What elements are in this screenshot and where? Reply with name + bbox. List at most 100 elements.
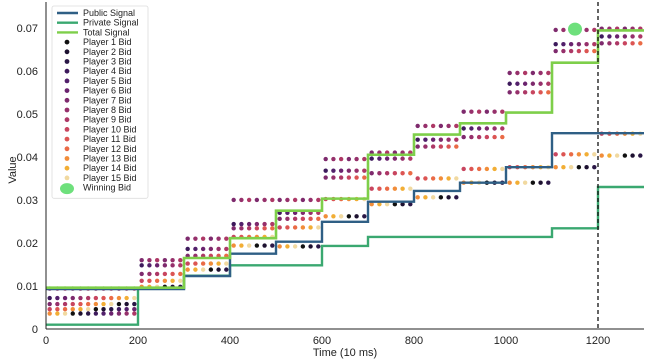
bid-dot — [231, 226, 236, 231]
bid-dot — [292, 225, 298, 230]
bid-dot — [316, 216, 321, 222]
legend-label: Player 9 Bid — [83, 115, 132, 125]
bid-dot — [538, 90, 543, 95]
bid-dot — [162, 271, 168, 277]
bid-dot — [109, 307, 114, 312]
bid-dot — [346, 168, 352, 173]
bid-dot — [101, 295, 106, 301]
bid-dot — [300, 197, 306, 203]
bid-dot — [461, 166, 466, 172]
legend-winning-swatch — [60, 183, 74, 195]
bid-dot — [492, 126, 497, 131]
bid-dot — [216, 246, 221, 252]
bid-dot — [208, 261, 214, 266]
bid-dot — [124, 301, 129, 307]
bid-dot — [415, 123, 420, 129]
bid-dot — [438, 137, 444, 142]
bid-dot — [469, 126, 474, 131]
bid-dot — [384, 186, 390, 191]
bid-dot — [254, 243, 260, 248]
bid-dot — [78, 301, 83, 307]
legend-dot-swatch — [64, 78, 70, 84]
bid-dot — [224, 261, 229, 266]
legend-dot-swatch — [64, 156, 70, 161]
bid-dot — [239, 221, 244, 227]
bid-dot — [568, 165, 574, 170]
bid-dot — [507, 180, 512, 185]
legend-label: Player 6 Bid — [83, 86, 132, 96]
bid-dot — [93, 307, 99, 312]
bid-dot — [500, 134, 505, 140]
legend-dot-swatch — [64, 107, 70, 113]
bid-dot — [323, 168, 328, 173]
bid-dot — [132, 295, 137, 301]
y-axis-title: Value — [7, 156, 19, 183]
bid-dot — [147, 271, 152, 277]
bid-dot — [492, 134, 497, 140]
bid-dot — [476, 109, 482, 114]
legend-dot-swatch — [64, 126, 70, 132]
bid-dot — [515, 180, 520, 185]
bid-dot — [109, 295, 114, 301]
bid-dot — [254, 221, 260, 227]
bid-dot — [384, 156, 390, 161]
bid-dot — [116, 295, 122, 301]
bid-dot — [622, 41, 628, 46]
bid-dot — [614, 34, 620, 39]
winning-bid-marker — [568, 22, 582, 36]
bid-dot — [469, 166, 474, 172]
bid-dot — [277, 216, 282, 222]
bid-dot — [62, 295, 68, 301]
bid-dot — [484, 109, 490, 114]
bid-dot — [85, 307, 91, 312]
bid-dot — [178, 278, 183, 284]
bid-dot — [239, 197, 244, 203]
bid-dot — [369, 171, 374, 176]
bid-dot — [208, 236, 214, 241]
bid-dot — [408, 171, 413, 176]
bid-dot — [116, 307, 122, 312]
y-tick-label: 0.06 — [17, 66, 38, 78]
bid-dot — [331, 175, 336, 180]
bid-dot — [178, 257, 183, 263]
bid-dot — [116, 301, 122, 307]
bid-dot — [185, 236, 190, 241]
legend-label: Player 5 Bid — [83, 76, 132, 86]
bid-dot — [124, 307, 129, 312]
bid-dot — [592, 165, 597, 170]
bid-dot — [185, 246, 190, 252]
bid-dot — [400, 186, 405, 191]
bid-dot — [331, 214, 336, 219]
bid-dot — [239, 226, 244, 231]
bid-dot — [277, 244, 282, 249]
bid-dot — [338, 175, 344, 180]
bid-dot — [592, 27, 597, 33]
x-tick-label: 600 — [313, 335, 331, 347]
bid-dot — [78, 307, 83, 312]
bid-dot — [354, 214, 359, 219]
y-tick-label: 0.05 — [17, 109, 38, 121]
bid-dot — [246, 226, 252, 231]
legend-dot-swatch — [64, 165, 70, 171]
bid-dot — [461, 134, 466, 140]
bid-dot — [139, 263, 144, 268]
bid-dot — [553, 48, 558, 54]
bid-dot — [454, 195, 459, 200]
bid-dot — [607, 153, 612, 158]
bid-dot — [208, 267, 214, 272]
bid-dot — [515, 81, 520, 86]
bid-dot — [369, 202, 374, 207]
bid-dot — [93, 301, 99, 307]
bid-dot — [308, 244, 313, 249]
bid-dot — [93, 311, 99, 316]
bid-dot — [47, 301, 52, 307]
bid-dot — [546, 180, 551, 185]
bid-dot — [162, 257, 168, 263]
bid-dot — [216, 267, 221, 272]
public-signal-line — [46, 132, 644, 291]
bid-dot — [507, 70, 512, 76]
bid-dot — [231, 221, 236, 227]
bid-dot — [576, 48, 582, 54]
bid-dot — [316, 197, 321, 203]
bid-dot — [607, 41, 612, 46]
